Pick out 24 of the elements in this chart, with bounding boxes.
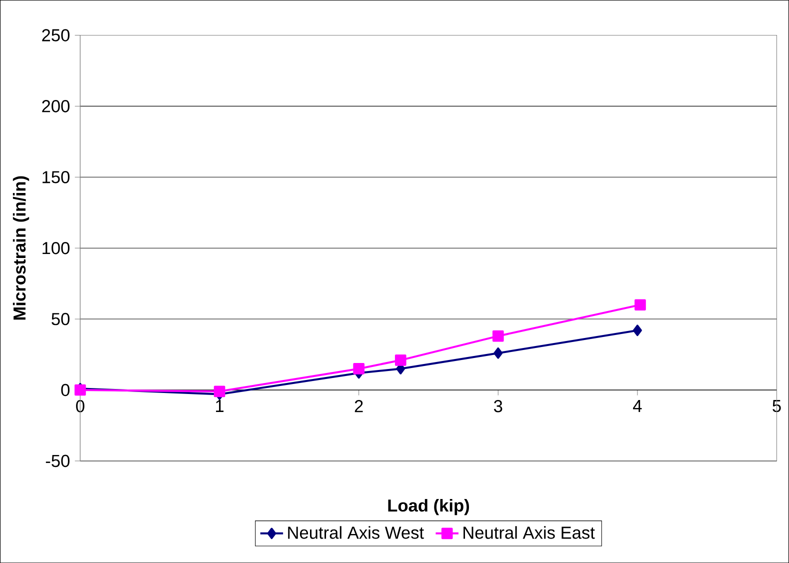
- y-tick-label: 50: [52, 312, 70, 326]
- point: [394, 354, 406, 366]
- y-tick-label: 0: [61, 384, 70, 396]
- point: [632, 324, 642, 336]
- point: [492, 330, 504, 342]
- legend-label: Neutral Axis West: [288, 526, 424, 539]
- point: [634, 299, 646, 310]
- y-axis-title: Microstrain (in/in): [12, 176, 30, 320]
- y-tick-label: 250: [42, 29, 70, 42]
- point: [353, 362, 364, 374]
- x-tick-label: 4: [633, 400, 642, 412]
- y-tick-label: 100: [42, 242, 70, 254]
- y-tick-label: -50: [46, 454, 70, 468]
- x-tick-label: 0: [76, 400, 84, 412]
- x-tick-label: 2: [354, 400, 363, 412]
- x-tick-label: 1: [216, 400, 224, 412]
- y-tick-label: 150: [42, 170, 70, 184]
- x-tick-label: 3: [494, 400, 502, 412]
- x-tick-label: 5: [772, 400, 781, 412]
- point: [494, 347, 503, 359]
- legend-label: Neutral Axis East: [464, 526, 595, 539]
- point: [214, 386, 226, 398]
- x-axis-title: Load (kip): [388, 498, 469, 516]
- y-tick-label: 200: [42, 100, 70, 112]
